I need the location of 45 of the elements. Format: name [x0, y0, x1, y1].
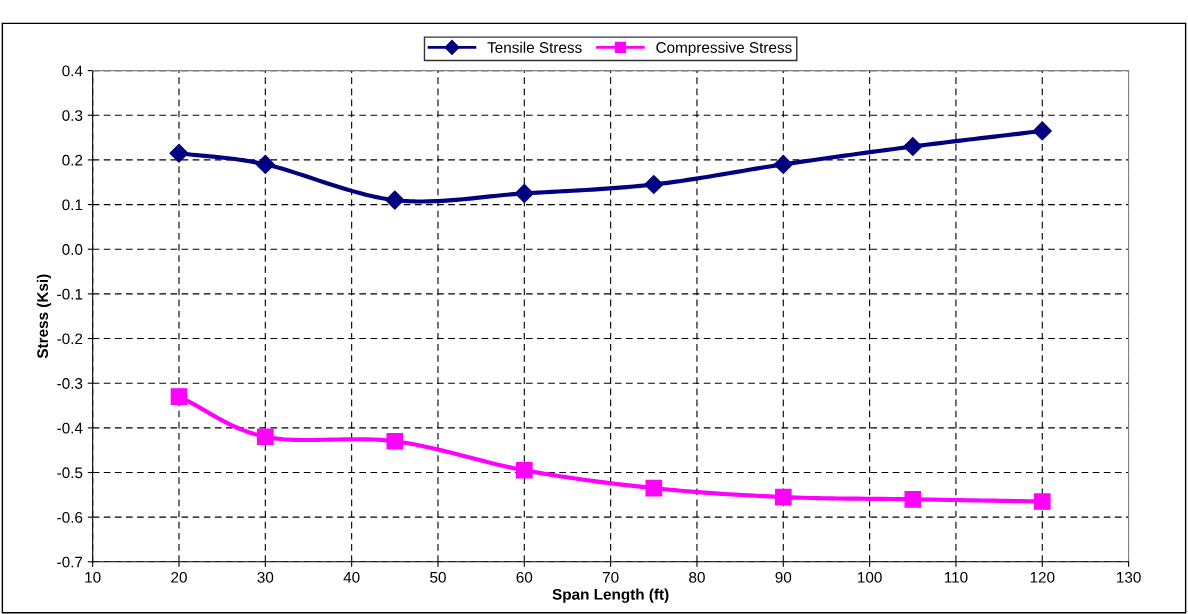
y-tick-label: 0.3: [62, 110, 83, 121]
y-tick-label: -0.1: [57, 288, 83, 300]
point: [170, 388, 188, 405]
point: [645, 479, 663, 497]
y-tick-label: -0.7: [57, 556, 83, 568]
x-axis-title: Span Length (ft): [552, 588, 669, 603]
point: [386, 432, 404, 450]
y-axis-title: Stress (Ksi): [36, 274, 52, 359]
y-tick-label: 0.2: [62, 154, 83, 166]
x-tick-label: 100: [858, 571, 882, 583]
x-tick-label: 40: [343, 571, 360, 583]
x-tick-label: 120: [1030, 571, 1055, 583]
x-tick-label: 20: [171, 571, 187, 583]
x-tick-label: 80: [689, 571, 705, 583]
x-tick-label: 50: [430, 571, 446, 583]
point: [644, 174, 664, 195]
x-tick-label: 70: [602, 571, 619, 583]
x-tick-label: 10: [85, 571, 101, 583]
x-tick-label: 90: [775, 571, 792, 583]
y-tick-label: -0.2: [57, 333, 83, 345]
x-tick-label: 130: [1117, 571, 1141, 583]
point: [904, 490, 922, 508]
legend-label: Tensile Stress: [487, 41, 582, 53]
x-tick-label: 30: [257, 571, 274, 583]
y-tick-label: -0.6: [57, 512, 83, 523]
point: [514, 183, 534, 203]
y-tick-label: -0.5: [57, 467, 83, 479]
point: [169, 143, 189, 163]
y-tick-label: 0.0: [62, 244, 83, 255]
point: [774, 488, 792, 506]
y-tick-label: 0.1: [62, 199, 83, 211]
x-tick-label: 110: [944, 571, 968, 583]
point: [1033, 493, 1051, 510]
point: [903, 136, 923, 157]
point: [255, 154, 275, 174]
x-tick-label: 60: [516, 571, 533, 583]
point: [1032, 121, 1052, 141]
y-tick-label: -0.4: [57, 422, 83, 434]
y-tick-label: -0.3: [57, 378, 83, 389]
point: [385, 190, 405, 210]
y-tick-label: 0.4: [62, 65, 83, 77]
point: [515, 461, 533, 479]
legend-label: Compressive Stress: [656, 41, 792, 56]
point: [256, 428, 274, 446]
point: [773, 154, 793, 174]
